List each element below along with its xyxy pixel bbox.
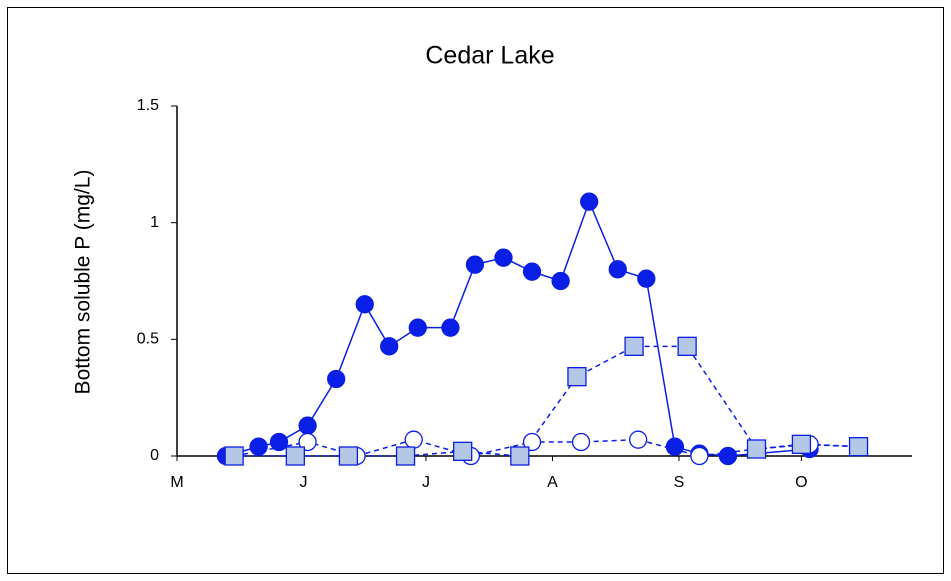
data-point <box>224 446 244 466</box>
chart-border <box>7 7 944 574</box>
data-point <box>791 434 812 454</box>
data-point <box>629 430 648 449</box>
data-point <box>269 432 289 452</box>
data-point <box>571 432 591 452</box>
y-tick-label: 0 <box>150 447 159 464</box>
data-point <box>522 432 542 452</box>
data-point <box>285 446 306 466</box>
x-tick-label: S <box>674 474 685 491</box>
data-point <box>551 271 570 291</box>
data-point <box>465 255 485 274</box>
chart-title: Cedar Lake <box>425 42 554 70</box>
data-point <box>298 432 317 452</box>
y-tick-label: 1.5 <box>137 97 159 114</box>
x-tick-label: M <box>170 474 183 491</box>
y-tick-label: 0.5 <box>137 331 159 348</box>
x-tick-label: A <box>547 474 558 491</box>
data-point <box>355 295 374 314</box>
data-point <box>298 416 317 435</box>
data-point <box>453 441 473 461</box>
data-point <box>637 269 656 288</box>
data-point <box>327 369 346 389</box>
data-point <box>746 439 767 459</box>
y-tick-label: 1 <box>150 214 159 231</box>
data-point <box>848 437 869 457</box>
data-point <box>404 430 423 449</box>
data-point <box>624 336 644 356</box>
data-point <box>690 446 709 466</box>
data-point <box>665 437 685 456</box>
data-point <box>608 260 627 279</box>
data-point <box>441 318 460 337</box>
data-point <box>522 262 542 281</box>
data-point <box>677 336 697 356</box>
data-point <box>567 367 587 387</box>
data-point <box>580 192 599 211</box>
data-point <box>395 446 416 466</box>
x-tick-label: J <box>422 474 430 491</box>
data-point <box>380 337 399 356</box>
data-point <box>718 446 738 466</box>
x-tick-label: O <box>795 474 807 491</box>
data-point <box>510 446 530 466</box>
y-axis-label: Bottom soluble P (mg/L) <box>72 170 95 395</box>
data-point <box>249 437 268 456</box>
data-point <box>338 446 359 466</box>
x-tick-label: J <box>300 474 308 491</box>
data-point <box>494 248 513 267</box>
data-point <box>408 318 427 337</box>
